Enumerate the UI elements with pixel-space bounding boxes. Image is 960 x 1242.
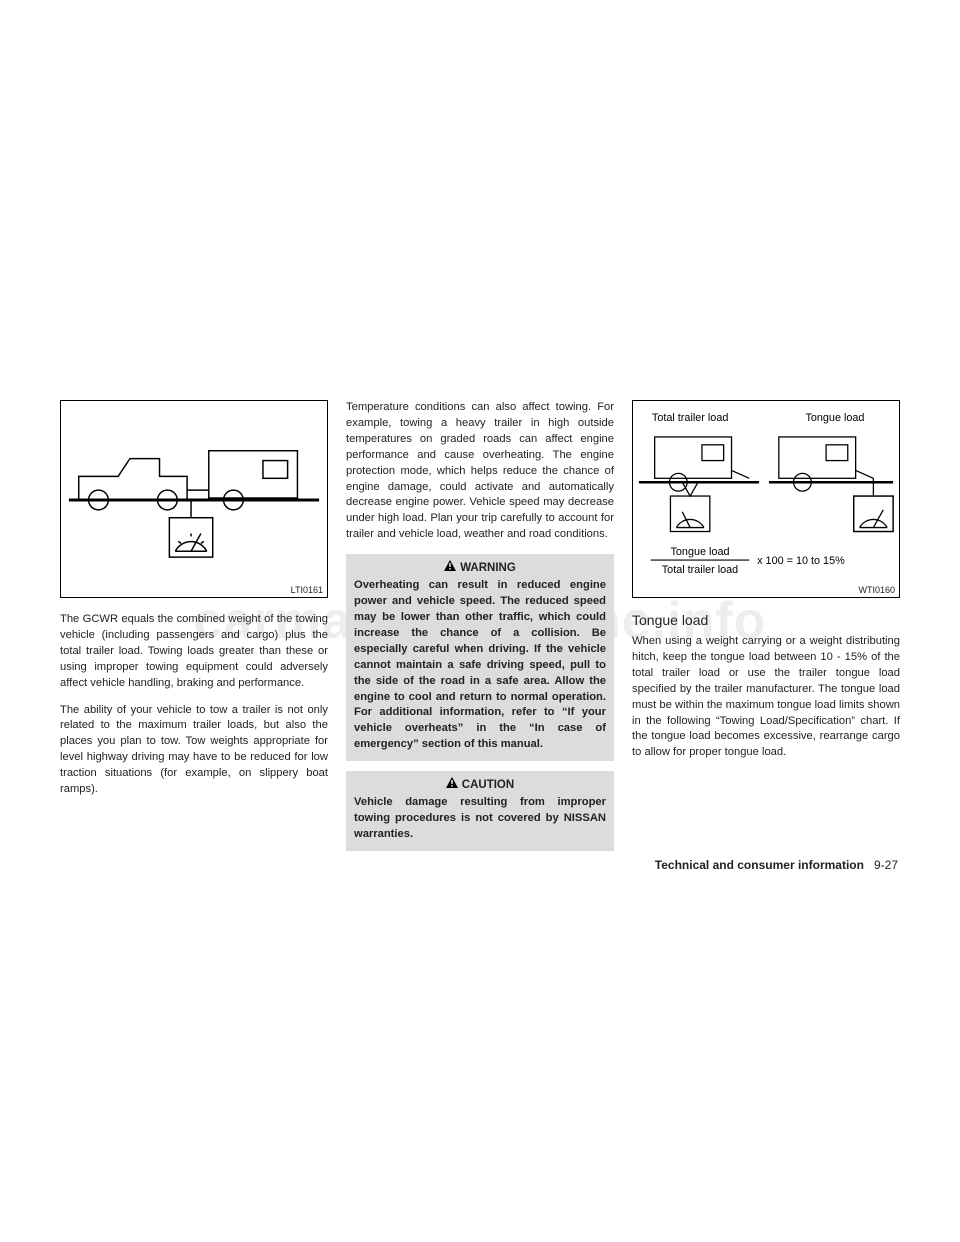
col3-para-1: When using a weight carrying or a weight… [632,634,900,761]
warning-title: WARNING [460,562,516,574]
fraction-numerator: Tongue load [670,546,729,558]
tongue-load-diagram-svg: Total trailer load Tongue load [633,401,899,597]
tongue-load-label: Tongue load [805,412,864,424]
page-footer: Technical and consumer information 9-27 [655,858,898,872]
caution-body: Vehicle damage resulting from improper t… [354,795,606,843]
warning-heading: WARNING [354,560,606,574]
column-1: LTI0161 The GCWR equals the combined wei… [60,400,328,861]
column-3: Total trailer load Tongue load [632,400,900,861]
col1-para-1: The GCWR equals the combined weight of t… [60,612,328,692]
caution-callout: CAUTION Vehicle damage resulting from im… [346,771,614,851]
tongue-load-subhead: Tongue load [632,612,900,628]
gcwr-diagram-svg [61,401,327,597]
caution-heading: CAUTION [354,777,606,791]
column-2: Temperature conditions can also affect t… [346,400,614,861]
footer-section: Technical and consumer information [655,858,864,872]
total-trailer-load-label: Total trailer load [652,412,728,424]
col1-para-2: The ability of your vehicle to tow a tra… [60,703,328,798]
warning-body: Overheating can result in reduced engine… [354,578,606,753]
caution-title: CAUTION [462,779,514,791]
fraction-denominator: Total trailer load [662,564,738,576]
figure-1-label: LTI0161 [291,585,323,595]
figure-gcwr: LTI0161 [60,400,328,598]
warning-callout: WARNING Overheating can result in reduce… [346,554,614,761]
caution-icon [446,777,458,791]
footer-page-number: 9-27 [874,858,898,872]
content-columns: LTI0161 The GCWR equals the combined wei… [60,400,900,861]
figure-tongue-load: Total trailer load Tongue load [632,400,900,598]
warning-icon [444,560,456,574]
col2-para-1: Temperature conditions can also affect t… [346,400,614,543]
formula-rhs: x 100 = 10 to 15% [757,555,845,567]
figure-2-label: WTI0160 [858,585,895,595]
manual-page: carmanualsonline.info [0,0,960,1242]
